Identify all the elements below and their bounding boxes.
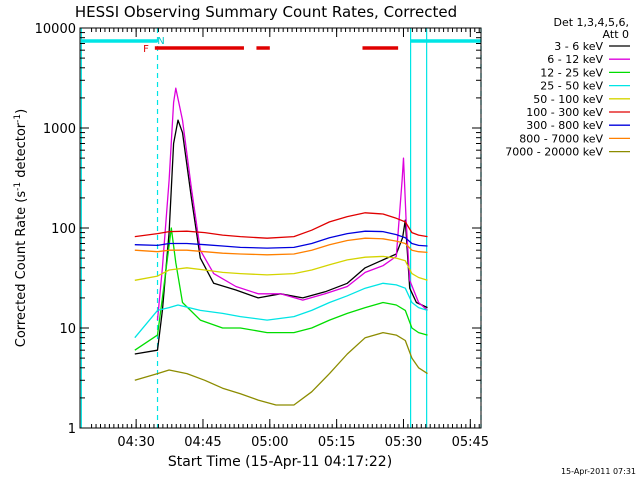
series-line-8 — [134, 331, 428, 406]
x-tick-label-3: 05:15 — [318, 435, 355, 450]
plot-frame — [79, 27, 482, 429]
series-line-3 — [134, 282, 428, 339]
night-flag-lines — [80, 28, 482, 428]
chart-title: HESSI Observing Summary Count Rates, Cor… — [75, 3, 457, 21]
y-tick-label-3: 1000 — [43, 122, 76, 137]
flag-label-f: F — [143, 44, 149, 55]
x-tick-label-4: 05:30 — [385, 435, 422, 450]
legend-label-4: 50 - 100 keV — [533, 93, 603, 106]
series-line-7 — [134, 237, 428, 256]
legend-label-1: 6 - 12 keV — [547, 53, 603, 66]
y-tick-label-4: 10000 — [35, 22, 76, 37]
legend-header-line1: Det 1,3,4,5,6, — [553, 16, 629, 29]
footer-date: 15-Apr-2011 07:31 — [561, 467, 636, 476]
y-axis-label-sup2: -1 — [13, 114, 23, 123]
series-line-0 — [134, 119, 428, 355]
legend-label-8: 7000 - 20000 keV — [505, 146, 603, 159]
y-tick-label-1: 10 — [59, 322, 76, 337]
y-axis-label: Corrected Count Rate (s-1 detector-1) — [13, 109, 29, 347]
y-axis-label-end: ) — [14, 109, 29, 114]
y-axis-label-part1: Corrected Count Rate (s — [14, 191, 29, 348]
series-lines — [134, 87, 428, 406]
legend-label-5: 100 - 300 keV — [526, 106, 603, 119]
y-axis-ticks: 1 10 100 1000 10000 — [35, 22, 481, 437]
legend-label-7: 800 - 7000 keV — [519, 132, 603, 145]
x-tick-label-5: 05:45 — [452, 435, 489, 450]
legend-label-0: 3 - 6 keV — [554, 40, 603, 53]
series-line-1 — [156, 87, 428, 321]
legend-label-2: 12 - 25 keV — [540, 66, 603, 79]
x-axis-label: Start Time (15-Apr-11 04:17:22) — [168, 454, 392, 470]
legend-label-3: 25 - 50 keV — [540, 80, 603, 93]
series-line-6 — [134, 230, 428, 249]
legend-header-line2: Att 0 — [603, 28, 629, 41]
series-line-4 — [134, 255, 428, 281]
y-tick-label-0: 1 — [68, 422, 76, 437]
x-tick-label-2: 05:00 — [251, 435, 288, 450]
x-tick-label-0: 04:30 — [117, 435, 154, 450]
x-tick-label-1: 04:45 — [184, 435, 221, 450]
series-line-2 — [134, 227, 428, 351]
y-axis-label-part2: detector — [14, 122, 29, 182]
y-tick-label-2: 100 — [51, 222, 76, 237]
flag-label-n: N — [157, 36, 164, 47]
y-axis-label-sup1: -1 — [13, 182, 23, 191]
x-axis-ticks: 04:30 04:45 05:00 05:15 05:30 05:45 — [91, 28, 489, 450]
legend-label-6: 300 - 800 keV — [526, 119, 603, 132]
series-line-5 — [134, 212, 428, 239]
